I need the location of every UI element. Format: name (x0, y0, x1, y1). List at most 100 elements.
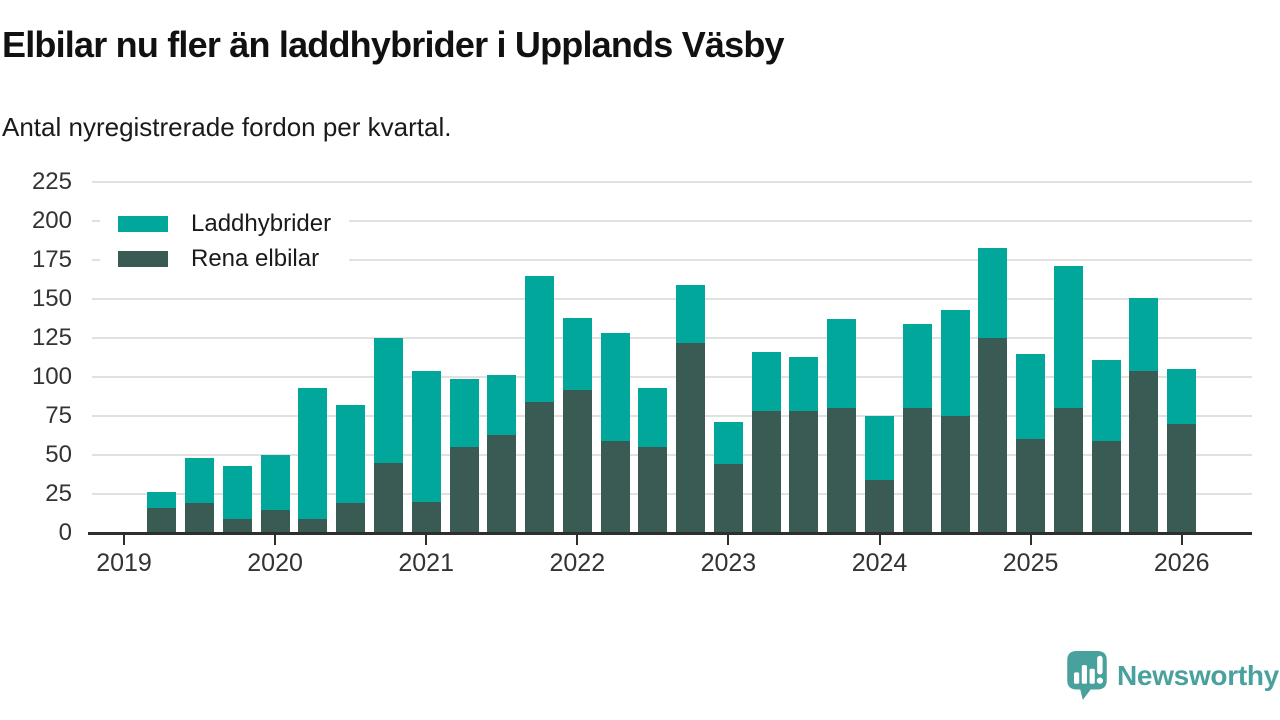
bar-segment-laddhybrider-2024Q1 (865, 416, 894, 480)
x-axis-tick (878, 535, 881, 545)
y-axis-tick-label: 75 (45, 402, 72, 429)
bar-segment-laddhybrider-2022Q2 (600, 333, 630, 441)
gridline-25 (92, 493, 1252, 495)
legend-item-laddhybrider: Laddhybrider (118, 208, 331, 239)
bar-segment-rena-elbilar-2022Q3 (638, 447, 668, 533)
bar-segment-rena-elbilar-2021Q4 (525, 402, 554, 533)
x-axis-tick (576, 535, 579, 545)
bar-segment-laddhybrider-2019Q4 (222, 466, 252, 519)
bar-segment-rena-elbilar-2024Q3 (940, 416, 970, 533)
newsworthy-logo: Newsworthy (1066, 650, 1279, 702)
bar-segment-rena-elbilar-2025Q1 (1016, 439, 1046, 533)
bar-segment-laddhybrider-2020Q2 (298, 388, 328, 519)
chart-title: Elbilar nu fler än laddhybrider i Upplan… (2, 24, 785, 65)
gridline-175 (92, 259, 1252, 261)
bar-segment-rena-elbilar-2021Q2 (449, 447, 479, 533)
x-axis-tick (123, 535, 125, 545)
legend-swatch-laddhybrider (118, 215, 168, 232)
x-axis-tick-label: 2019 (96, 549, 152, 577)
legend-swatch-rena-elbilar (118, 250, 168, 267)
y-axis-tick-label: 25 (45, 480, 72, 507)
bar-segment-laddhybrider-2023Q1 (713, 422, 743, 465)
bar-segment-rena-elbilar-2019Q4 (222, 519, 252, 533)
bar-segment-rena-elbilar-2023Q3 (789, 411, 819, 533)
x-axis-tick-label: 2023 (700, 549, 757, 577)
legend-item-rena-elbilar: Rena elbilar (118, 243, 331, 274)
bar-segment-rena-elbilar-2020Q1 (260, 509, 290, 533)
legend-label-rena-elbilar: Rena elbilar (191, 244, 320, 272)
bar-segment-laddhybrider-2021Q4 (525, 275, 554, 402)
gridline-125 (92, 337, 1252, 339)
bar-segment-laddhybrider-2020Q1 (260, 455, 290, 510)
x-axis-tick (425, 535, 428, 545)
gridline-150 (92, 298, 1252, 300)
bar-segment-laddhybrider-2023Q2 (751, 352, 781, 412)
bar-segment-laddhybrider-2025Q1 (1016, 353, 1046, 440)
bar-segment-laddhybrider-2024Q4 (978, 247, 1008, 338)
y-axis-tick-label: 200 (31, 207, 72, 234)
bar-segment-laddhybrider-2025Q2 (1053, 266, 1083, 409)
y-axis-tick-label: 50 (45, 441, 72, 468)
x-axis-tick-label: 2022 (549, 549, 606, 577)
bar-segment-rena-elbilar-2024Q1 (865, 480, 894, 533)
bar-segment-laddhybrider-2026Q1 (1167, 369, 1197, 424)
bar-segment-rena-elbilar-2020Q3 (336, 503, 366, 533)
bar-segment-rena-elbilar-2021Q3 (487, 434, 517, 533)
x-axis-line (88, 532, 1252, 535)
bar-segment-laddhybrider-2023Q4 (827, 319, 857, 409)
bar-segment-laddhybrider-2021Q2 (449, 378, 479, 448)
bar-segment-laddhybrider-2025Q4 (1129, 297, 1159, 371)
gridline-50 (92, 454, 1252, 456)
newsworthy-logo-text: Newsworthy (1117, 660, 1279, 691)
y-axis-tick-label: 175 (31, 246, 72, 273)
bar-segment-laddhybrider-2022Q1 (562, 317, 592, 390)
bar-segment-rena-elbilar-2020Q4 (373, 462, 403, 533)
bar-segment-rena-elbilar-2020Q2 (298, 519, 328, 533)
y-axis-tick-label: 125 (31, 324, 72, 351)
x-axis-tick-label: 2024 (851, 549, 908, 577)
gridline-100 (92, 376, 1252, 378)
bar-segment-rena-elbilar-2023Q2 (751, 411, 781, 533)
bar-segment-laddhybrider-2024Q3 (940, 309, 970, 416)
bar-segment-laddhybrider-2023Q3 (789, 356, 819, 412)
bar-segment-rena-elbilar-2023Q1 (713, 464, 743, 533)
x-axis-tick-label: 2025 (1002, 549, 1059, 577)
bar-segment-laddhybrider-2022Q4 (676, 285, 706, 343)
bar-segment-rena-elbilar-2021Q1 (411, 501, 441, 533)
bar-segment-rena-elbilar-2025Q4 (1129, 370, 1159, 533)
bar-segment-rena-elbilar-2024Q2 (902, 408, 932, 533)
bar-segment-laddhybrider-2020Q3 (336, 405, 366, 504)
x-axis-tick-label: 2021 (398, 549, 454, 577)
plot-area (92, 182, 1252, 533)
bar-segment-rena-elbilar-2022Q2 (600, 441, 630, 533)
gridline-200 (92, 220, 1252, 222)
bar-segment-laddhybrider-2021Q1 (411, 370, 441, 502)
bar-segment-rena-elbilar-2026Q1 (1167, 423, 1197, 533)
bar-segment-laddhybrider-2019Q2 (147, 492, 177, 508)
x-axis-tick (727, 535, 730, 545)
gridline-225 (92, 181, 1252, 183)
bar-segment-rena-elbilar-2022Q1 (562, 389, 592, 533)
bar-segment-laddhybrider-2024Q2 (902, 324, 932, 409)
x-axis-tick (274, 535, 277, 545)
gridline-75 (92, 415, 1252, 417)
x-axis-tick (1029, 535, 1032, 545)
bar-segment-laddhybrider-2022Q3 (638, 387, 668, 448)
bar-segment-rena-elbilar-2022Q4 (676, 342, 706, 533)
bar-segment-laddhybrider-2020Q4 (373, 338, 403, 463)
x-axis-tick-label: 2020 (247, 549, 303, 577)
bar-segment-rena-elbilar-2024Q4 (978, 338, 1008, 533)
y-axis-tick-label: 225 (31, 168, 72, 195)
bar-segment-rena-elbilar-2023Q4 (827, 408, 857, 533)
bar-segment-rena-elbilar-2019Q3 (185, 503, 215, 533)
legend: Laddhybrider Rena elbilar (100, 202, 350, 282)
newsworthy-speech-bubble-icon (1067, 651, 1107, 700)
y-axis-tick-label: 0 (58, 519, 72, 546)
legend-label-laddhybrider: Laddhybrider (191, 209, 332, 237)
y-axis-tick-label: 150 (31, 285, 72, 312)
chart-subtitle: Antal nyregistrerade fordon per kvartal. (2, 112, 452, 142)
bar-segment-rena-elbilar-2019Q2 (147, 508, 177, 533)
x-axis-tick (1180, 535, 1183, 545)
